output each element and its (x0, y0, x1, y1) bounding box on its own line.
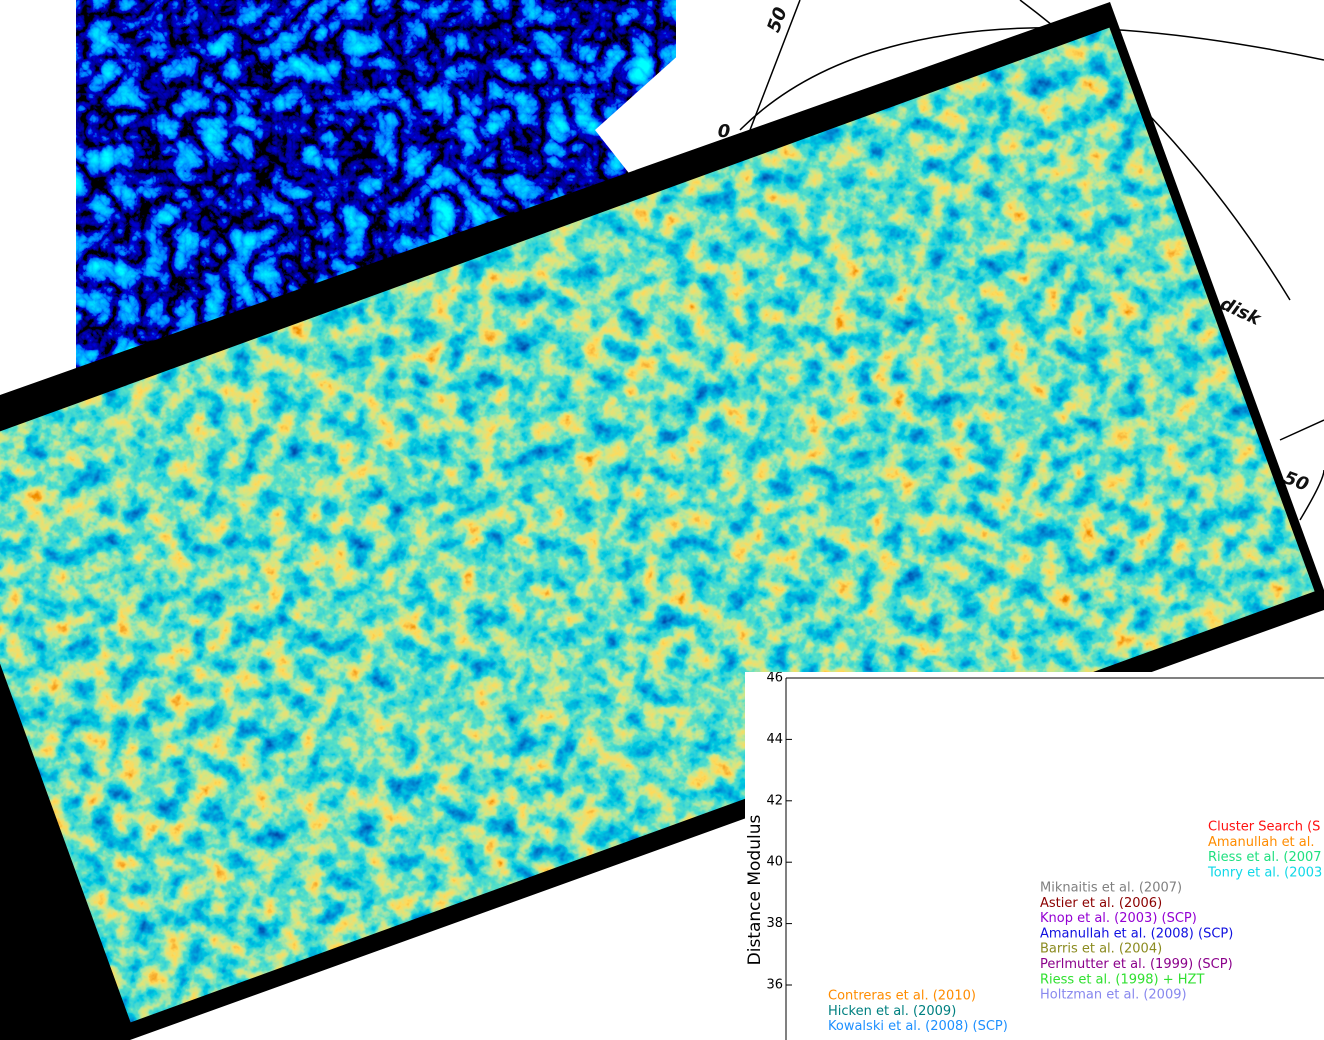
legend-entry: Perlmutter et al. (1999) (SCP) (1040, 957, 1233, 972)
legend-entry: Riess et al. (2007 (1208, 850, 1322, 865)
legend-entry: Riess et al. (1998) + HZT (1040, 972, 1204, 987)
legend-entry: Astier et al. (2006) (1040, 896, 1162, 911)
legend-entry: Hicken et al. (2009) (828, 1004, 956, 1019)
y-tick-label: 38 (766, 916, 783, 931)
y-axis-label: Distance Modulus (745, 814, 765, 965)
legend-entry: Miknaitis et al. (2007) (1040, 881, 1182, 896)
y-tick-label: 44 (766, 732, 783, 747)
legend-entry: Contreras et al. (2010) (828, 989, 976, 1004)
legend-entry: Kowalski et al. (2008) (SCP) (828, 1019, 1008, 1034)
legend-entry: Amanullah et al. (1208, 835, 1315, 850)
collage: 500disk50 Distance Modulus 363840424446 … (0, 0, 1324, 1040)
y-tick-label: 42 (766, 793, 783, 808)
legend-entry: Knop et al. (2003) (SCP) (1040, 911, 1197, 926)
legend-entry: Holtzman et al. (2009) (1040, 988, 1187, 1003)
legend-entry: Amanullah et al. (2008) (SCP) (1040, 926, 1233, 941)
legend-entry: Cluster Search (S (1208, 820, 1320, 835)
page: 500disk50 Distance Modulus 363840424446 … (0, 0, 1324, 1040)
legend-entry: Tonry et al. (2003 (1207, 865, 1322, 880)
y-tick-label: 40 (766, 855, 783, 870)
legend-entry: Barris et al. (2004) (1040, 942, 1162, 957)
y-tick-label: 46 (766, 671, 783, 686)
y-tick-label: 36 (766, 978, 783, 993)
hubble-diagram: Distance Modulus 36 38 40 42 44 46 Cluster Se… (745, 671, 1324, 1040)
